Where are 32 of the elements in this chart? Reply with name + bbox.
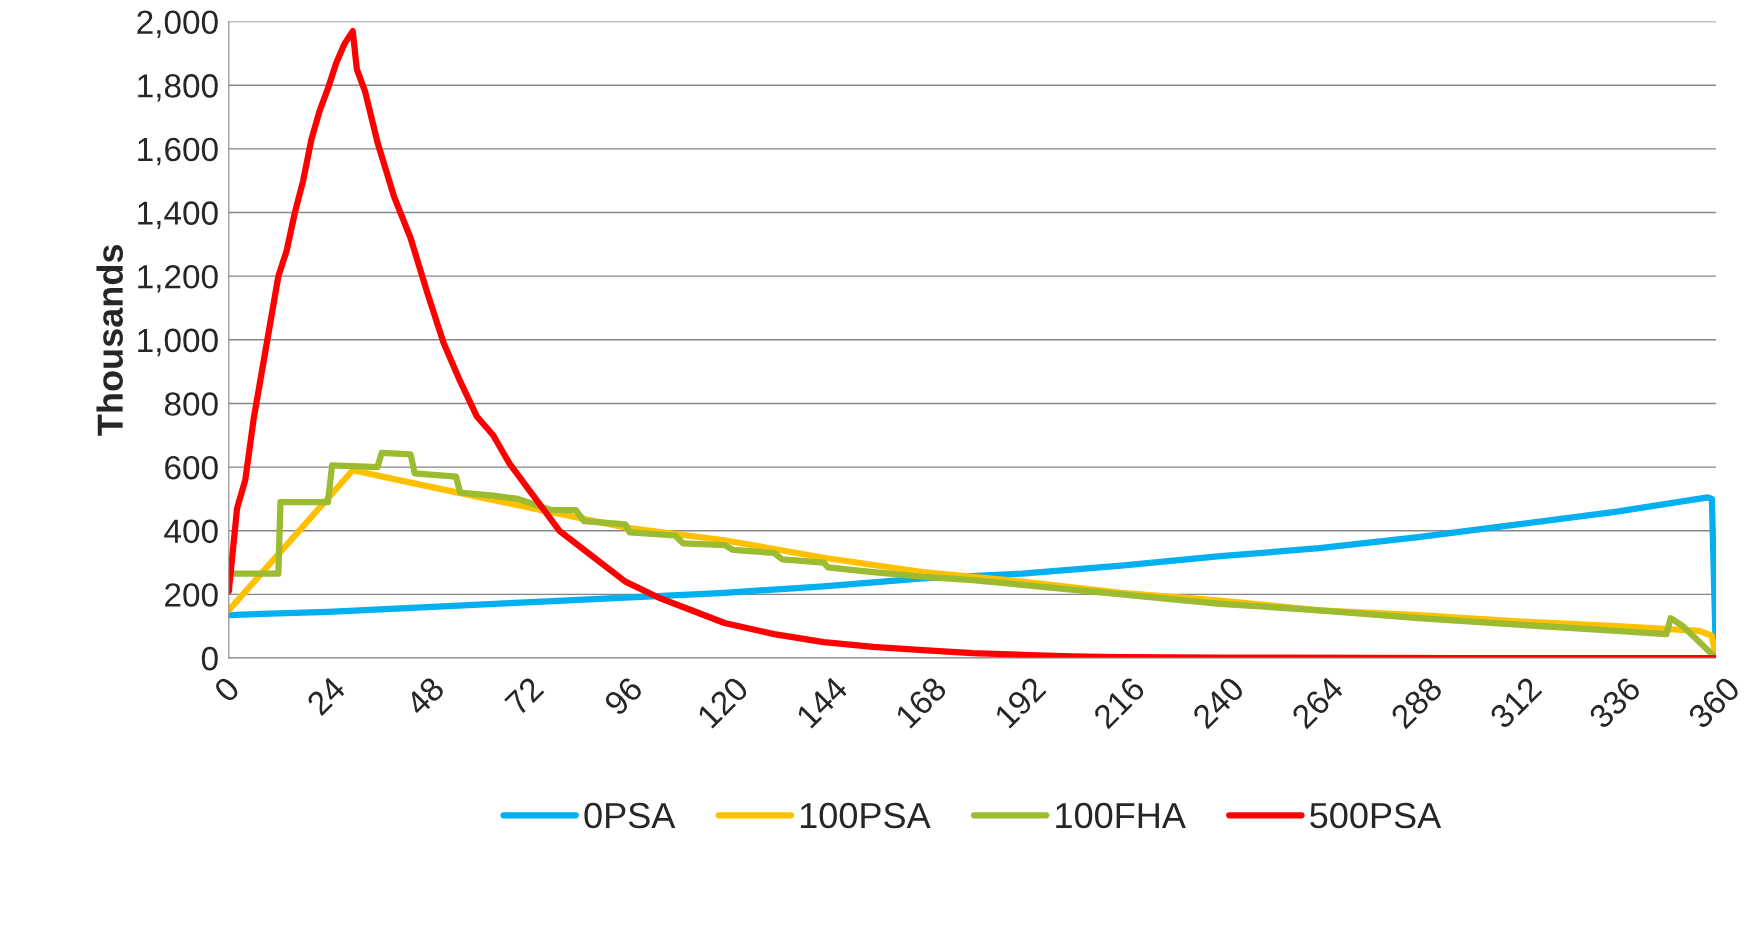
x-tick-label: 48 — [404, 675, 446, 717]
legend-label: 100FHA — [1056, 802, 1186, 829]
x-tick-label: 288 — [1389, 675, 1444, 730]
legend-label: 0PSA — [584, 802, 676, 829]
y-tick-label: 400 — [164, 519, 218, 544]
x-tick-label: 312 — [1488, 675, 1543, 730]
x-tick-label: 120 — [696, 675, 750, 729]
x-tick-label: 144 — [795, 675, 849, 729]
x-tick-label: 96 — [603, 675, 644, 717]
y-tick-label: 1,800 — [138, 74, 218, 102]
y-tick-label: 0 — [201, 646, 218, 671]
x-tick-label: 216 — [1092, 675, 1147, 730]
legend-label: 500PSA — [1310, 802, 1442, 829]
y-tick-label: 600 — [165, 455, 218, 480]
y-tick-label: 1,400 — [138, 201, 218, 229]
legend-label: 100PSA — [800, 802, 931, 829]
x-tick-label: 72 — [503, 675, 545, 717]
y-tick-label: 800 — [164, 392, 218, 416]
y-tick-label: 1,600 — [138, 137, 218, 166]
y-tick-label: 1,200 — [138, 264, 218, 293]
y-tick-label: 1,000 — [138, 328, 218, 357]
y-axis-title: Thousands — [96, 244, 123, 436]
y-tick-label: 200 — [165, 583, 218, 607]
x-tick-label: 168 — [894, 675, 948, 729]
y-tick-label: 2,000 — [137, 10, 218, 38]
x-tick-label: 360 — [1686, 675, 1742, 730]
x-tick-label: 0 — [212, 675, 241, 704]
x-tick-label: 192 — [993, 675, 1047, 729]
x-tick-label: 264 — [1290, 675, 1345, 730]
x-tick-label: 240 — [1191, 675, 1246, 730]
x-tick-label: 336 — [1587, 675, 1642, 730]
x-tick-label: 24 — [305, 675, 347, 717]
